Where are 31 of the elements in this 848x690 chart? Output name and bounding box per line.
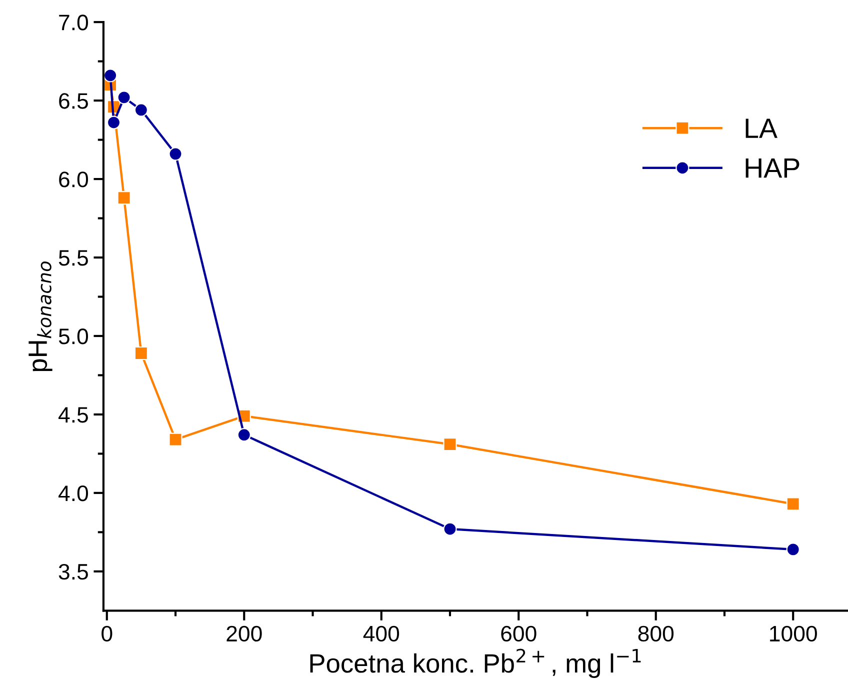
legend-label: LA <box>746 118 778 138</box>
x-tick-label: 600 <box>501 626 536 642</box>
x-tick-label: 200 <box>226 626 262 642</box>
y-tick-label: 4.0 <box>58 485 88 502</box>
point <box>117 90 131 104</box>
y-tick-label: 7.0 <box>59 14 88 30</box>
point <box>106 116 121 130</box>
x-tick-label: 0 <box>102 626 112 642</box>
y-tick-label: 6.5 <box>59 93 88 109</box>
point <box>443 437 457 452</box>
y-tick-label: 3.5 <box>58 564 88 580</box>
legend-label: HAP <box>746 158 800 178</box>
y-tick-label: 5.5 <box>58 250 88 266</box>
point <box>168 147 182 161</box>
point <box>134 103 148 117</box>
point <box>168 432 182 446</box>
x-tick-label: 1000 <box>770 626 817 642</box>
x-axis-title: Pocetna konc. Pb$^{2+}$, mg l$^{−1}$ <box>310 648 641 678</box>
y-tick-label: 5.0 <box>58 328 88 344</box>
x-tick-label: 800 <box>638 626 674 642</box>
y-axis-title: pH$_{konacno}$ <box>28 262 52 372</box>
point <box>443 522 457 536</box>
point <box>786 542 800 556</box>
y-tick-label: 6.0 <box>59 172 88 188</box>
y-tick-label: 4.5 <box>58 407 88 423</box>
point <box>104 68 118 82</box>
x-tick-label: 400 <box>363 626 400 642</box>
point <box>117 191 131 205</box>
point <box>134 346 148 360</box>
point <box>237 428 251 442</box>
point <box>786 497 800 511</box>
